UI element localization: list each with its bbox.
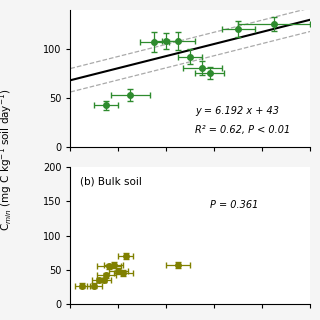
Text: (b) Bulk soil: (b) Bulk soil: [80, 177, 142, 187]
Text: y = 6.192 x + 43: y = 6.192 x + 43: [195, 106, 279, 116]
Text: R² = 0.62, P < 0.01: R² = 0.62, P < 0.01: [195, 125, 291, 135]
Text: P = 0.361: P = 0.361: [210, 200, 258, 210]
Text: C$_{min}$ (mg C kg$^{-1}$ soil day$^{-1}$): C$_{min}$ (mg C kg$^{-1}$ soil day$^{-1}…: [0, 89, 14, 231]
